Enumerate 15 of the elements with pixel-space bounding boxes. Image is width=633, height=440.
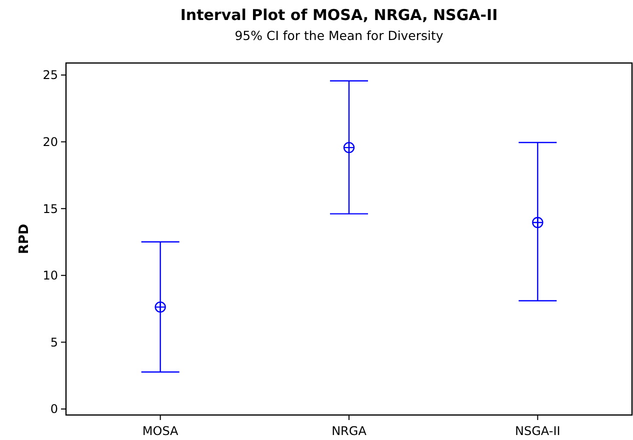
y-tick-label: 25 — [42, 68, 58, 82]
y-tick-label: 0 — [50, 402, 58, 416]
y-tick-label: 20 — [42, 135, 58, 150]
y-axis-title: RPD — [17, 224, 32, 254]
x-tick-label: MOSA — [142, 424, 180, 438]
chart-subtitle: 95% CI for the Mean for Diversity — [234, 28, 444, 43]
y-tick-label: 15 — [42, 202, 58, 216]
x-tick-label: NRGA — [332, 424, 368, 438]
point — [154, 301, 166, 313]
y-tick-label: 10 — [42, 268, 58, 283]
chart-title: Interval Plot of MOSA, NRGA, NSGA-II — [180, 6, 498, 24]
point — [343, 142, 355, 154]
x-tick-label: NSGA-II — [515, 424, 560, 438]
y-tick-label: 5 — [50, 335, 58, 350]
point — [532, 216, 544, 228]
